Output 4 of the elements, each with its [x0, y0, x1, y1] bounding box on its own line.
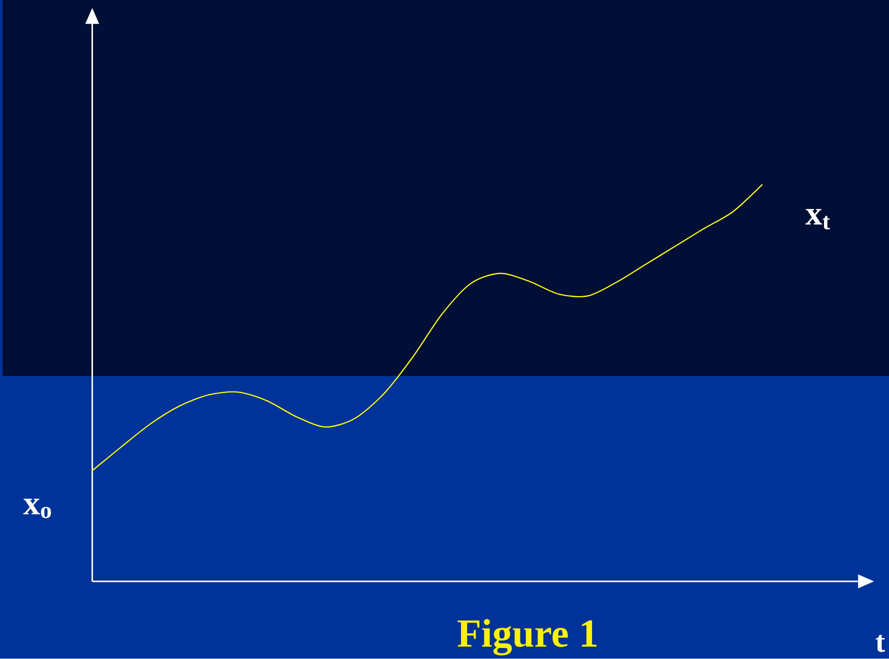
text: x$_{t}$ [805, 209, 830, 230]
y-axis-title: x$_{o}$ [23, 498, 51, 518]
x-axis-title: t [876, 635, 886, 652]
caption: Figure 1 [458, 619, 597, 656]
